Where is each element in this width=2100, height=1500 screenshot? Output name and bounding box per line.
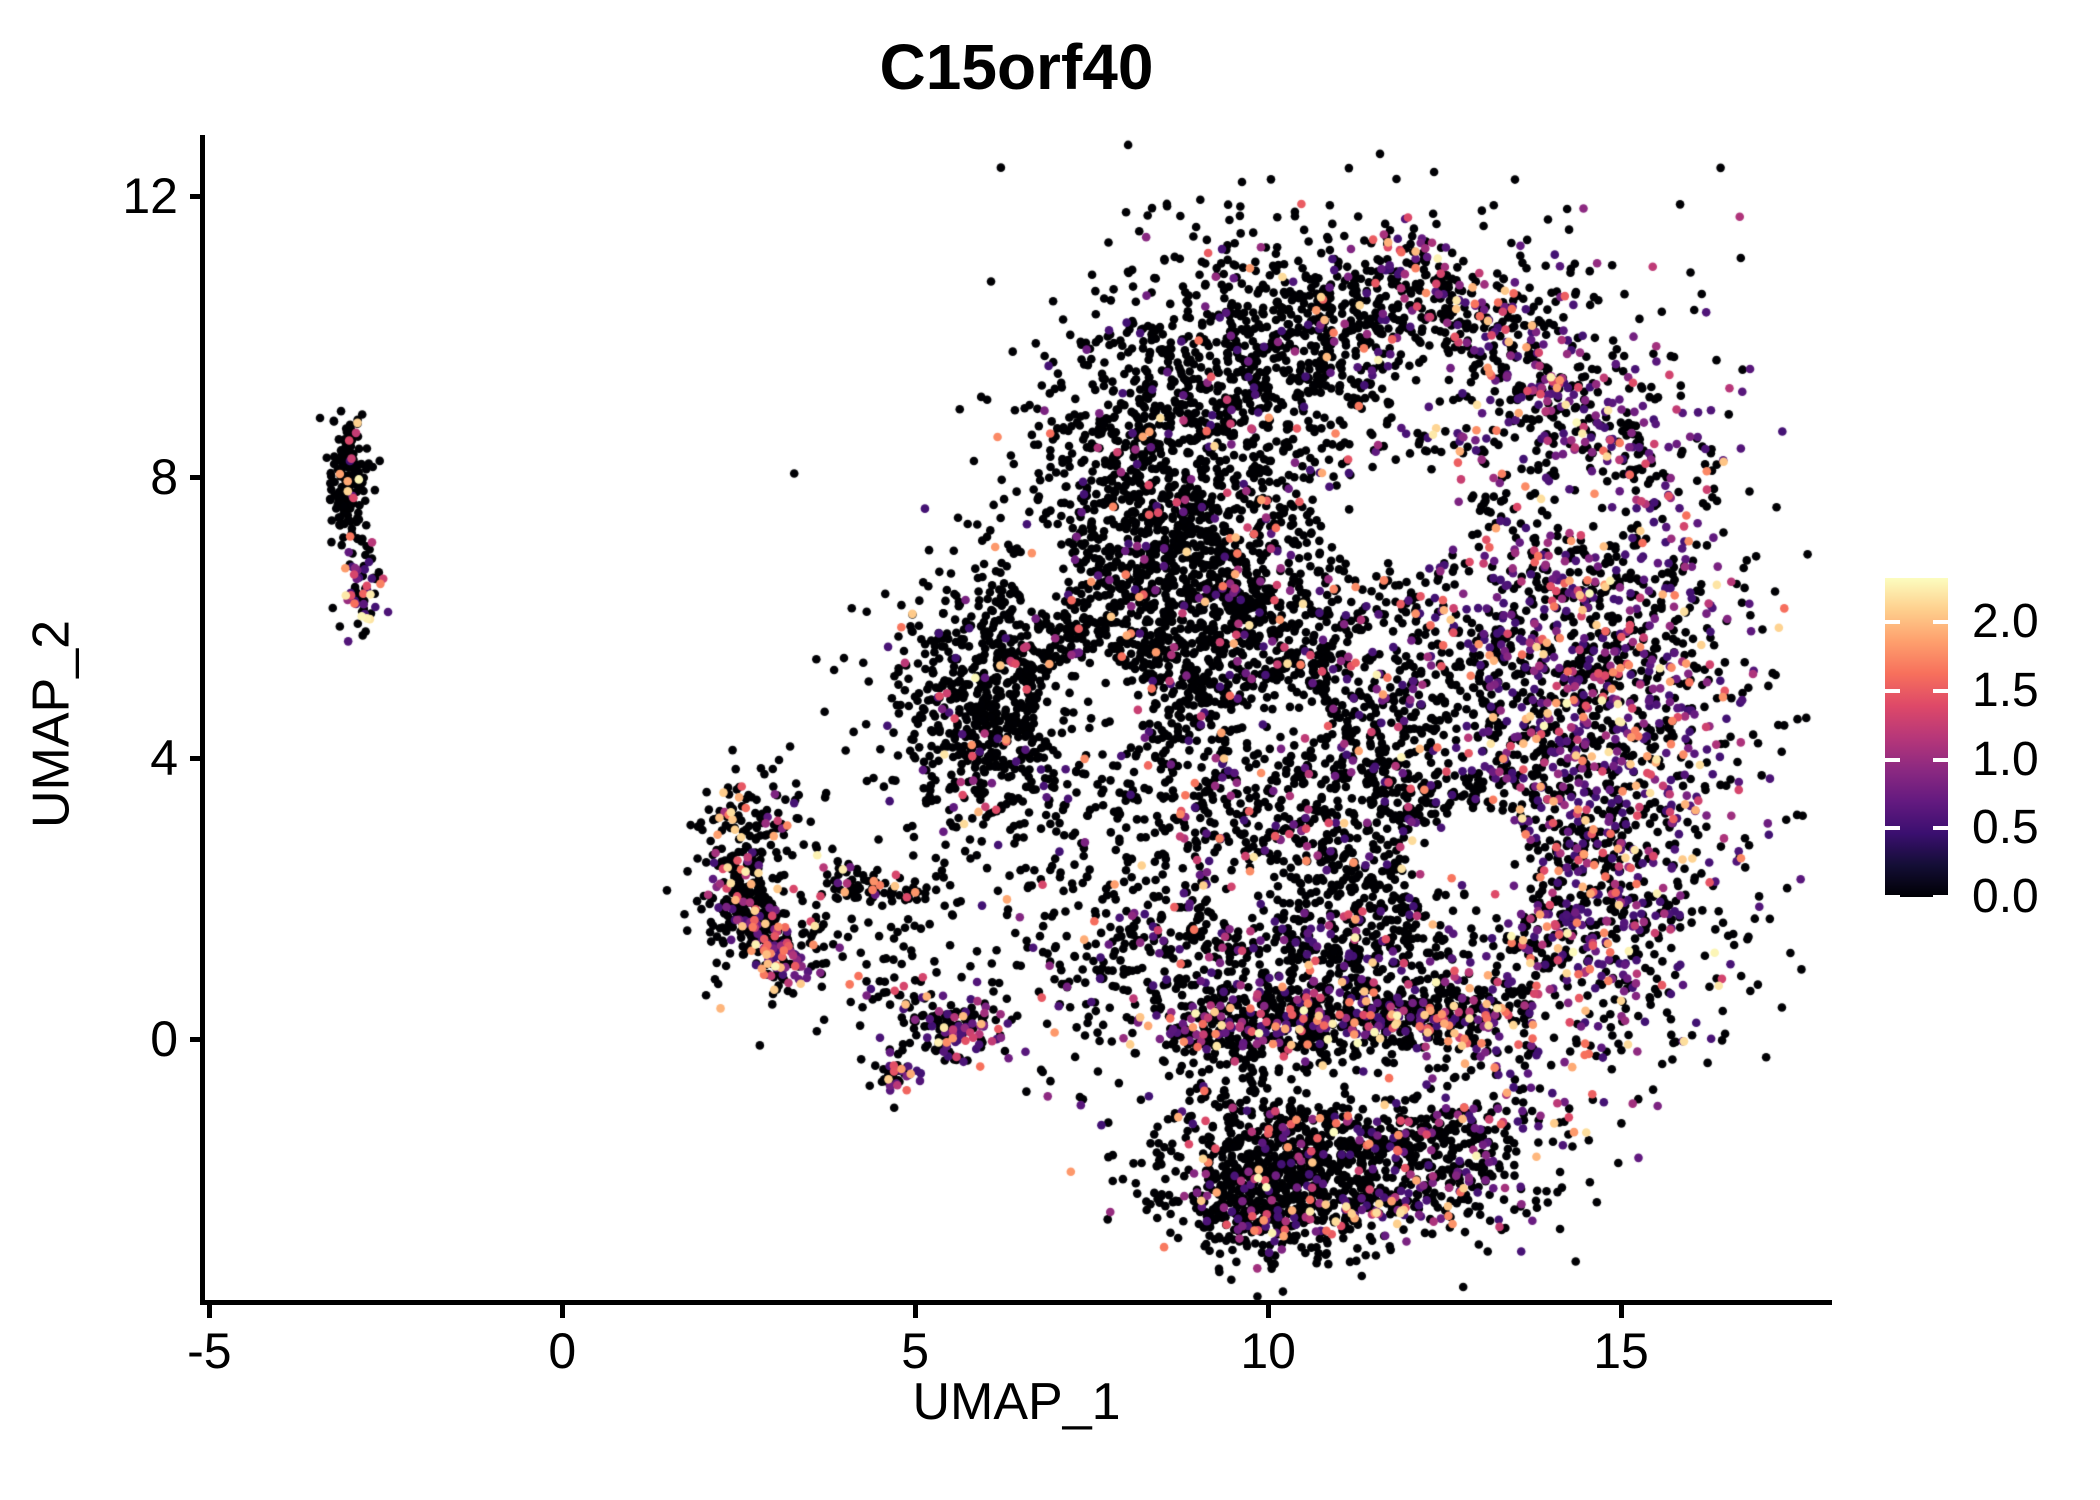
x-tick-mark bbox=[1265, 1305, 1271, 1318]
x-tick-mark bbox=[559, 1305, 565, 1318]
x-tick-label: 10 bbox=[1240, 1323, 1296, 1379]
colorbar-tick-mark bbox=[1885, 688, 1900, 693]
y-tick-label: 12 bbox=[122, 167, 178, 224]
x-axis-title: UMAP_1 bbox=[912, 1373, 1121, 1431]
colorbar-tick-mark bbox=[1885, 757, 1900, 762]
colorbar-tick-label: 0.5 bbox=[1972, 801, 2039, 855]
colorbar-tick-mark bbox=[1933, 620, 1948, 624]
y-axis-spine bbox=[200, 135, 205, 1305]
colorbar-tick-mark bbox=[1885, 895, 1900, 899]
y-tick-label: 8 bbox=[150, 448, 178, 505]
y-tick-label: 0 bbox=[150, 1010, 178, 1067]
x-tick-label: -5 bbox=[187, 1323, 232, 1379]
x-tick-mark bbox=[206, 1305, 212, 1318]
plot-title: C15orf40 bbox=[879, 31, 1154, 103]
x-tick-mark bbox=[1618, 1305, 1624, 1318]
colorbar-tick-mark bbox=[1933, 895, 1948, 899]
x-tick-label: 15 bbox=[1593, 1323, 1649, 1379]
colorbar-tick-label: 1.5 bbox=[1972, 663, 2039, 717]
x-axis-spine bbox=[200, 1300, 1832, 1305]
colorbar-tick-mark bbox=[1885, 826, 1900, 831]
y-tick-mark bbox=[190, 1037, 203, 1043]
y-tick-mark bbox=[190, 194, 203, 200]
colorbar-tick-mark bbox=[1885, 620, 1900, 624]
y-tick-label: 4 bbox=[150, 729, 178, 786]
expression-colorbar bbox=[1885, 578, 1948, 897]
x-tick-label: 0 bbox=[548, 1323, 577, 1379]
x-tick-mark bbox=[912, 1305, 918, 1318]
colorbar-tick-label: 1.0 bbox=[1972, 732, 2039, 786]
colorbar-tick-mark bbox=[1933, 757, 1948, 762]
colorbar-tick-mark bbox=[1933, 688, 1948, 693]
colorbar-tick-mark bbox=[1933, 826, 1948, 831]
y-tick-mark bbox=[190, 756, 203, 762]
colorbar-tick-label: 0.0 bbox=[1972, 870, 2039, 923]
y-tick-mark bbox=[190, 475, 203, 481]
y-axis-title: UMAP_2 bbox=[22, 619, 81, 829]
colorbar-tick-label: 2.0 bbox=[1972, 595, 2039, 648]
x-tick-label: 5 bbox=[901, 1323, 930, 1379]
